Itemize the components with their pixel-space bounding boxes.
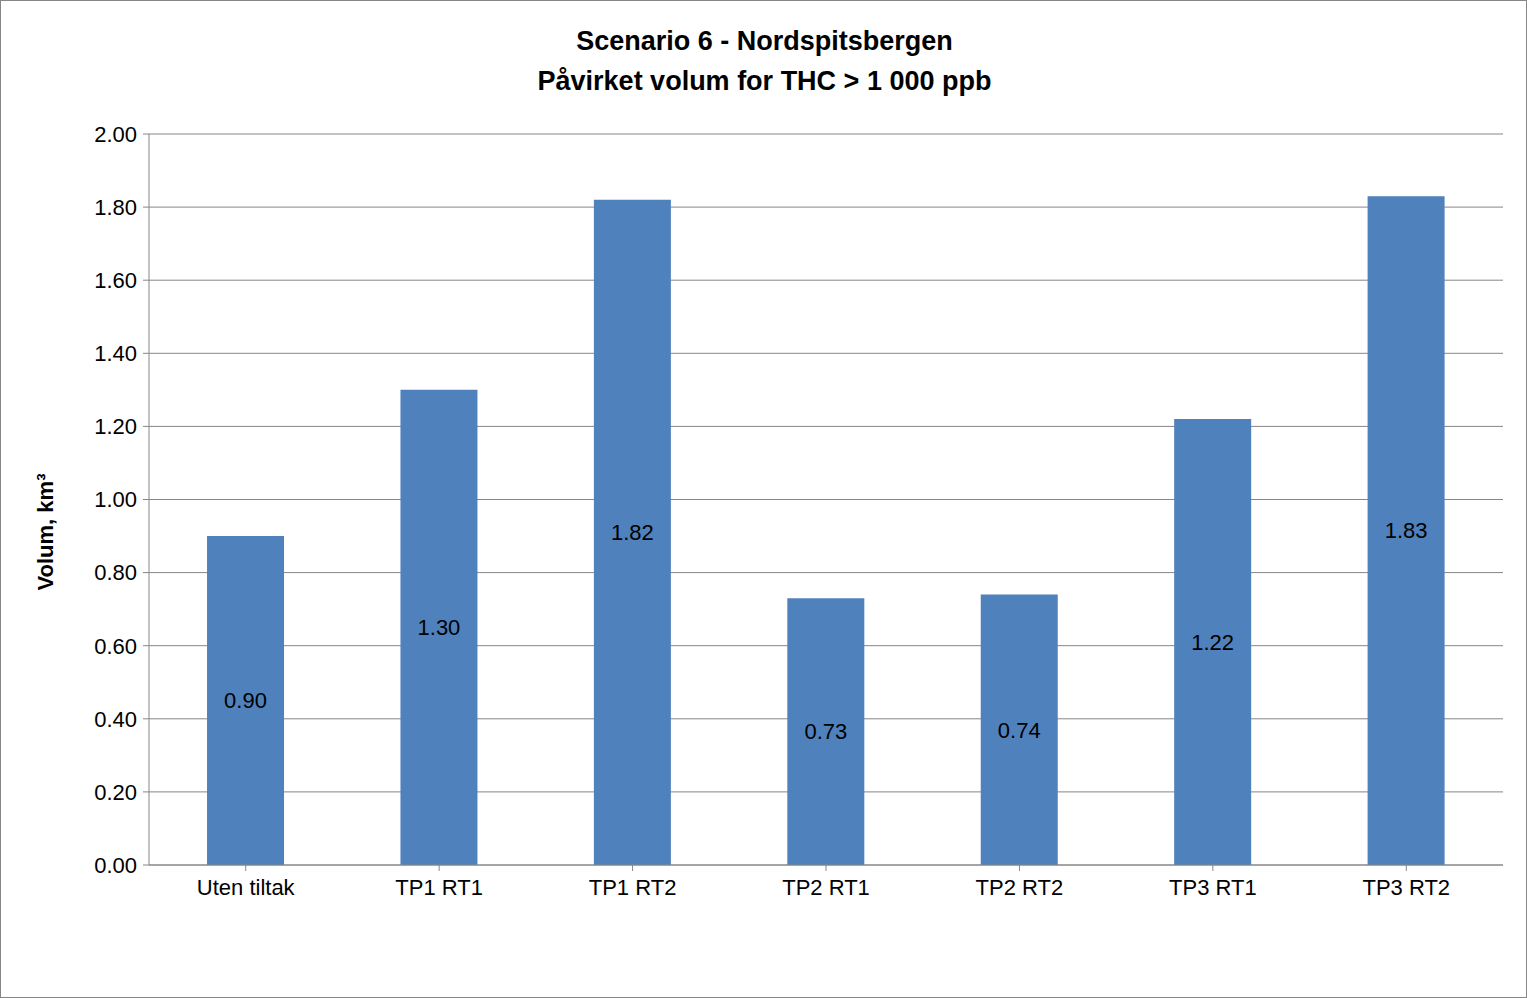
svg-text:TP2 RT1: TP2 RT1 xyxy=(782,875,870,900)
svg-text:TP1 RT2: TP1 RT2 xyxy=(589,875,677,900)
svg-text:1.80: 1.80 xyxy=(94,195,137,220)
svg-text:0.40: 0.40 xyxy=(94,707,137,732)
svg-text:TP3 RT2: TP3 RT2 xyxy=(1362,875,1450,900)
svg-text:TP2 RT2: TP2 RT2 xyxy=(976,875,1064,900)
svg-text:1.00: 1.00 xyxy=(94,487,137,512)
svg-text:1.30: 1.30 xyxy=(418,615,461,640)
svg-text:0.60: 0.60 xyxy=(94,634,137,659)
svg-text:0.74: 0.74 xyxy=(998,718,1041,743)
html-text:Påvirket volum for THC > 1 000: Påvirket volum for THC > 1 000 ppb xyxy=(537,66,992,96)
html-text:Volum, km³: Volum, km³ xyxy=(33,473,58,591)
svg-text:1.22: 1.22 xyxy=(1191,630,1234,655)
svg-text:1.20: 1.20 xyxy=(94,414,137,439)
svg-text:Uten tiltak: Uten tiltak xyxy=(197,875,296,900)
svg-text:TP3 RT1: TP3 RT1 xyxy=(1169,875,1257,900)
svg-text:1.83: 1.83 xyxy=(1385,518,1428,543)
svg-text:1.40: 1.40 xyxy=(94,341,137,366)
svg-text:0.90: 0.90 xyxy=(224,688,267,713)
svg-text:0.00: 0.00 xyxy=(94,853,137,878)
svg-text:TP1 RT1: TP1 RT1 xyxy=(395,875,483,900)
svg-text:1.60: 1.60 xyxy=(94,268,137,293)
svg-text:0.80: 0.80 xyxy=(94,560,137,585)
svg-text:2.00: 2.00 xyxy=(94,122,137,147)
svg-text:1.82: 1.82 xyxy=(611,520,654,545)
html-text:Scenario 6 - Nordspitsbergen: Scenario 6 - Nordspitsbergen xyxy=(576,26,953,56)
svg-text:0.20: 0.20 xyxy=(94,780,137,805)
svg-text:0.73: 0.73 xyxy=(804,719,847,744)
